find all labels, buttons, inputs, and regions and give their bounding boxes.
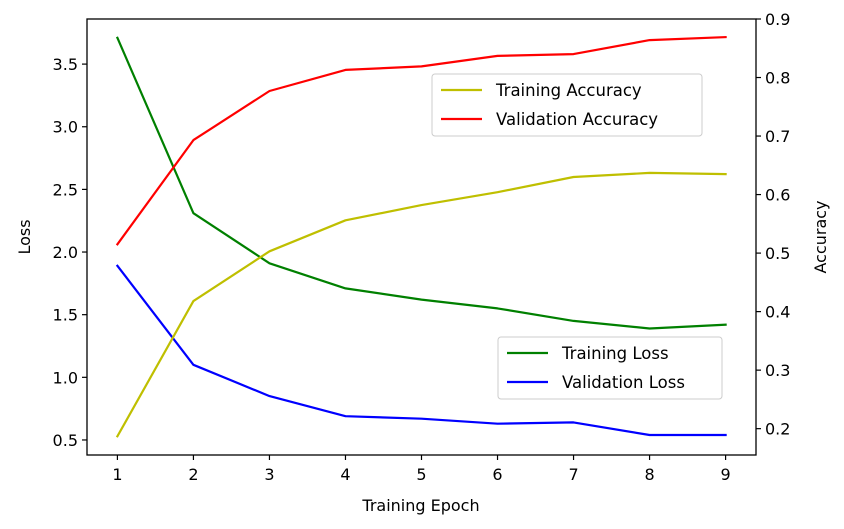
left-tick-label: 2.0 bbox=[53, 243, 78, 262]
right-tick-label: 0.9 bbox=[765, 10, 790, 29]
left-tick-label: 3.5 bbox=[53, 55, 78, 74]
x-tick-label: 2 bbox=[188, 465, 198, 484]
legend-frame bbox=[497, 336, 723, 400]
right-tick-label: 0.4 bbox=[765, 303, 790, 322]
legend-label-training-loss: Training Loss bbox=[561, 344, 669, 363]
x-tick-label: 3 bbox=[264, 465, 274, 484]
left-tick-label: 1.5 bbox=[53, 306, 78, 325]
series-line-validation-accuracy bbox=[115, 35, 727, 246]
x-tick-label: 1 bbox=[112, 465, 122, 484]
x-axis-title: Training Epoch bbox=[361, 496, 479, 515]
legend-label-training-accuracy: Training Accuracy bbox=[495, 81, 642, 100]
x-tick-label: 6 bbox=[492, 465, 502, 484]
right-tick-label: 0.2 bbox=[765, 420, 790, 439]
x-tick-label: 7 bbox=[568, 465, 578, 484]
left-axis-title: Loss bbox=[15, 219, 34, 254]
right-tick-label: 0.3 bbox=[765, 361, 790, 380]
series-line-training-loss bbox=[115, 36, 727, 330]
left-tick-label: 1.0 bbox=[53, 368, 78, 387]
x-tick-label: 8 bbox=[644, 465, 654, 484]
x-tick-label: 5 bbox=[416, 465, 426, 484]
axes-layer: 1 2 3 4 5 6 7 8 9 0.5 1.0 1.5 2.0 2.5 3.0 3.5 0.2 0.3 0.4 0… bbox=[53, 10, 791, 484]
legend-frame bbox=[431, 73, 703, 137]
series-layer bbox=[115, 35, 727, 438]
legend-label-validation-accuracy: Validation Accuracy bbox=[496, 110, 658, 129]
right-tick-label: 0.6 bbox=[765, 186, 790, 205]
series-line-validation-loss bbox=[115, 264, 727, 437]
left-tick-label: 2.5 bbox=[53, 180, 78, 199]
legend-label-validation-loss: Validation Loss bbox=[562, 373, 685, 392]
x-tick-label: 4 bbox=[340, 465, 350, 484]
legend-upper-right: Training Accuracy Validation Accuracy bbox=[431, 73, 703, 137]
legend-lower-right: Training Loss Validation Loss bbox=[497, 336, 723, 400]
right-tick-label: 0.8 bbox=[765, 69, 790, 88]
left-tick-label: 3.0 bbox=[53, 118, 78, 137]
right-tick-label: 0.5 bbox=[765, 244, 790, 263]
left-tick-label: 0.5 bbox=[53, 431, 78, 450]
right-axis-title: Accuracy bbox=[811, 200, 830, 273]
series-line-training-accuracy bbox=[115, 171, 727, 438]
right-tick-label: 0.7 bbox=[765, 127, 790, 146]
x-tick-label: 9 bbox=[720, 465, 730, 484]
